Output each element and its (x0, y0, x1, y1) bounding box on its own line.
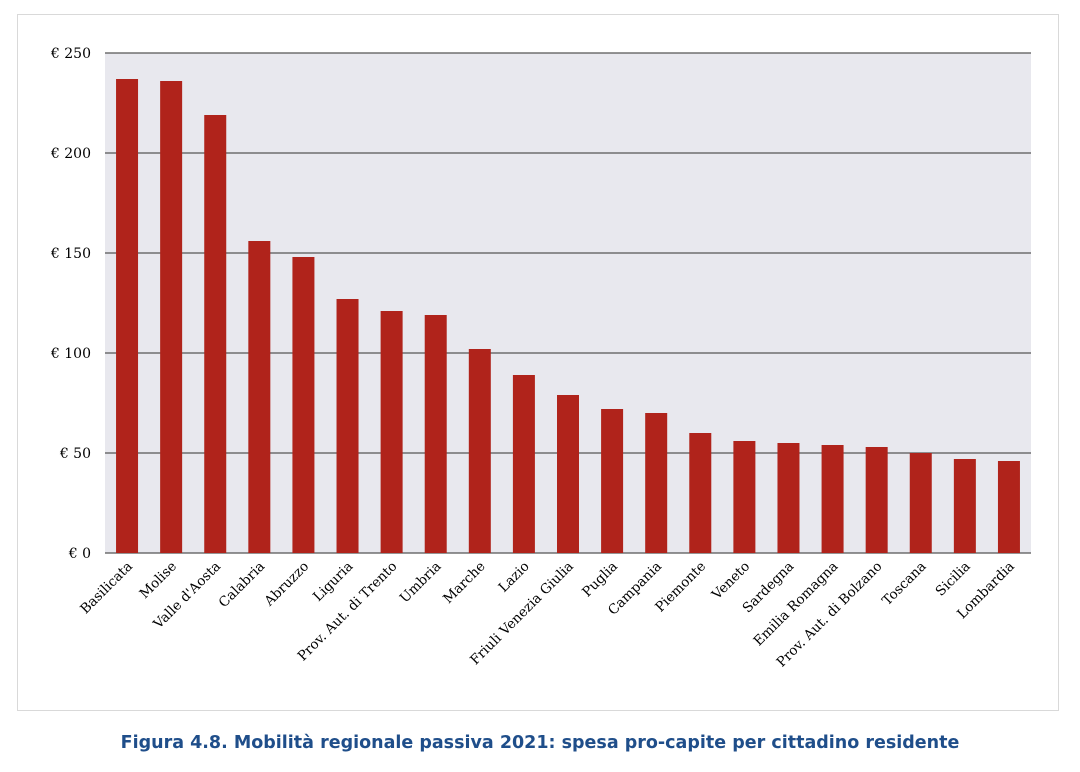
bar (116, 79, 139, 553)
y-tick-label: € 50 (59, 446, 91, 462)
x-category-label: Lazio (496, 559, 533, 596)
bars (116, 79, 1020, 553)
bar (248, 241, 271, 553)
x-category-label: Umbria (397, 559, 445, 607)
bar (512, 375, 535, 553)
bar (601, 409, 624, 553)
bar (909, 453, 932, 553)
y-tick-label: € 250 (50, 46, 91, 62)
bar (997, 461, 1020, 553)
y-tick-label: € 150 (50, 246, 91, 262)
bar (468, 349, 491, 553)
y-tick-label: € 200 (50, 146, 91, 162)
bar (645, 413, 668, 553)
bar (204, 115, 227, 553)
x-category-label: Abruzzo (261, 559, 313, 611)
bar-chart: € 0 € 50 € 100 € 150 € 200 € 250 Basilicata Mo… (50, 46, 1031, 671)
x-category-label: Toscana (879, 559, 929, 609)
bar (953, 459, 976, 553)
bar (777, 443, 800, 553)
bar (733, 441, 756, 553)
x-category-label: Sicilia (933, 559, 974, 600)
chart-frame: € 0 € 50 € 100 € 150 € 200 € 250 Basilicata Mo… (17, 14, 1059, 711)
bar (424, 315, 447, 553)
bar (865, 447, 888, 553)
bar (292, 257, 315, 553)
y-axis-tick-labels: € 0 € 50 € 100 € 150 € 200 € 250 (50, 46, 91, 562)
bar (821, 445, 844, 553)
x-category-label: Calabria (216, 559, 268, 611)
bar (380, 311, 403, 553)
x-category-label: Puglia (579, 559, 621, 601)
y-tick-label: € 100 (50, 346, 91, 362)
bar (689, 433, 712, 553)
bar (160, 81, 183, 553)
figure-caption: Figura 4.8. Mobilità regionale passiva 2… (120, 733, 960, 753)
x-category-label: Marche (440, 559, 488, 607)
y-tick-label: € 0 (68, 546, 91, 562)
x-category-label: Molise (136, 559, 179, 602)
bar (557, 395, 579, 553)
bar (336, 299, 359, 553)
x-category-label: Basilicata (77, 559, 136, 618)
